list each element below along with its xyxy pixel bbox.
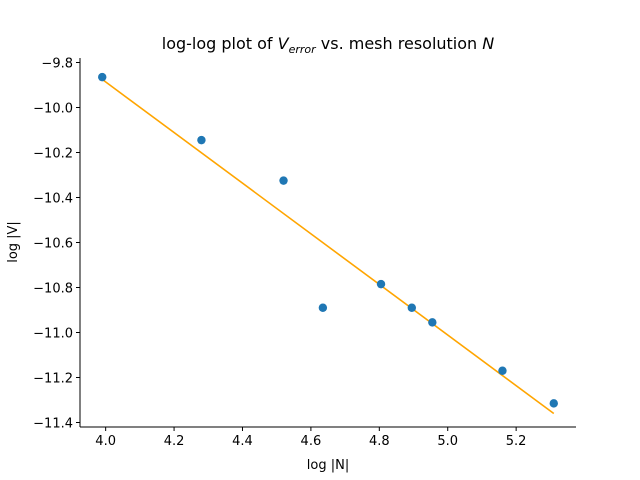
y-axis-ticks: −9.8 −10.0 −10.2 −10.4 −10.6 −10.8 −11.0 −11.2 −…: [33, 57, 80, 432]
data-point: [318, 303, 328, 312]
data-point: [376, 279, 386, 289]
data-point: [498, 366, 507, 375]
y-tick-label: −10.6: [33, 237, 73, 252]
chart-title: log-log plot of Verror vs. mesh resoluti…: [162, 34, 495, 56]
x-tick-label: 4.4: [232, 434, 253, 449]
data-point: [407, 303, 417, 312]
y-axis-label: log |V|: [6, 221, 21, 263]
x-tick-label: 4.2: [164, 434, 185, 449]
data-point: [98, 72, 107, 82]
x-tick-label: 4.0: [95, 434, 116, 449]
y-tick-label: −10.0: [33, 102, 73, 117]
y-tick-label: −11.0: [33, 327, 73, 342]
data-point: [279, 176, 288, 185]
x-tick-label: 4.8: [369, 434, 390, 449]
y-tick-label: −11.2: [33, 372, 73, 387]
data-point: [197, 135, 206, 145]
x-tick-label: 5.2: [506, 434, 527, 449]
x-axis-label: log |N|: [307, 458, 349, 473]
x-tick-label: 5.0: [437, 434, 458, 449]
y-tick-label: −11.4: [33, 417, 73, 432]
y-tick-label: −10.8: [33, 282, 73, 297]
fit-line: [101, 78, 555, 415]
data-point: [428, 318, 437, 327]
plot-area: [98, 72, 558, 415]
y-tick-label: −10.4: [33, 192, 73, 207]
x-tick-label: 4.6: [301, 434, 322, 449]
x-axis-ticks: 4.0 4.2 4.4 4.6 4.8 5.0 5.2: [95, 427, 526, 449]
data-point: [549, 399, 558, 408]
y-tick-label: −9.8: [41, 57, 73, 72]
y-tick-label: −10.2: [33, 147, 73, 162]
